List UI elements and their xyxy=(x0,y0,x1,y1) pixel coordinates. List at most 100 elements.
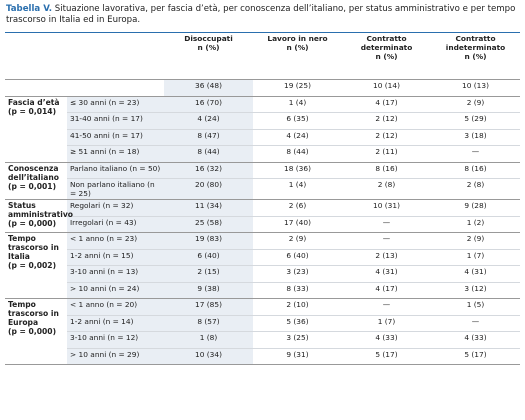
value-cell: 2 (9) xyxy=(253,232,342,249)
value-cell: 2 (12) xyxy=(342,112,431,129)
data-row: 31-40 anni (n = 17) 4 (24) 6 (35) 2 (12) 5 (… xyxy=(5,112,520,129)
group-label: Fascia d’età (p = 0,014) xyxy=(5,95,67,162)
value-cell: 5 (17) xyxy=(342,347,431,365)
value-cell: 8 (33) xyxy=(253,281,342,299)
row-label: ≥ 51 anni (n = 18) xyxy=(67,145,164,162)
value-cell: 2 (6) xyxy=(253,199,342,216)
value-cell: 8 (44) xyxy=(253,145,342,162)
data-row: > 10 anni (n = 29) 10 (34) 9 (31) 5 (17) 5 (… xyxy=(5,347,520,365)
group-name: Conoscenza dell’italiano xyxy=(8,163,59,182)
data-row: 41-50 anni (n = 17) 8 (47) 4 (24) 2 (12) 3 (… xyxy=(5,128,520,146)
value-cell: 4 (24) xyxy=(253,128,342,146)
value-cell: 2 (9) xyxy=(431,95,520,113)
value-cell: 10 (34) xyxy=(164,347,253,365)
value-cell: 2 (12) xyxy=(342,128,431,146)
row-label: 41-50 anni (n = 17) xyxy=(67,128,164,146)
total-cell: 10 (13) xyxy=(431,79,520,97)
value-cell: 11 (34) xyxy=(164,199,253,216)
value-cell: 25 (58) xyxy=(164,215,253,233)
data-row: 1-2 anni (n = 14) 8 (57) 5 (36) 1 (7) — xyxy=(5,314,520,332)
value-cell: 4 (17) xyxy=(342,95,431,113)
data-row: Conoscenza dell’italiano (p = 0,001) Parla… xyxy=(5,161,520,200)
value-cell: 3 (23) xyxy=(253,265,342,282)
value-cell: 5 (29) xyxy=(431,112,520,129)
value-cell: 4 (17) xyxy=(342,281,431,299)
value-cell: 20 (80) xyxy=(164,178,253,200)
row-label: 31-40 anni (n = 17) xyxy=(67,112,164,129)
table: Disoccupati n (%) Lavoro in nero n (%) Contr… xyxy=(5,32,520,365)
total-cell: 19 (25) xyxy=(253,79,342,97)
data-row: Status amministrativo (p = 0,000) Regolari… xyxy=(5,199,520,233)
value-cell: 1 (4) xyxy=(253,95,342,113)
column-name: Lavoro in nero xyxy=(267,34,328,43)
group-name: Fascia d’età xyxy=(8,97,60,107)
column-header: Contratto indeterminato n (%) xyxy=(431,32,520,80)
value-cell: 1 (4) xyxy=(253,178,342,200)
column-unit: n (%) xyxy=(286,43,309,52)
value-cell: 1 (2) xyxy=(431,215,520,233)
group-p: (p = 0,000) xyxy=(8,327,57,336)
column-unit: n (%) xyxy=(464,52,487,61)
data-row: Tempo trascorso in Italia (p = 0,002) < 1 … xyxy=(5,232,520,299)
table-title: Situazione lavorativa, per fascia d’età,… xyxy=(6,4,516,25)
data-row: 3-10 anni (n = 12) 1 (8) 3 (25) 4 (33) 4 (33… xyxy=(5,331,520,348)
value-cell: 2 (13) xyxy=(342,248,431,266)
row-label: Irregolari (n = 43) xyxy=(67,215,164,233)
group-label: Tempo trascorso in Italia (p = 0,002) xyxy=(5,232,67,299)
value-cell: 3 (25) xyxy=(253,331,342,348)
value-cell: 9 (28) xyxy=(431,199,520,216)
column-name: Contratto indeterminato xyxy=(445,34,506,52)
value-cell: 4 (33) xyxy=(342,331,431,348)
value-cell: 1 (7) xyxy=(431,248,520,266)
group-name: Tempo trascorso in Italia xyxy=(8,234,59,261)
value-cell: 8 (44) xyxy=(164,145,253,162)
value-cell: — xyxy=(342,215,431,233)
value-cell: 4 (31) xyxy=(342,265,431,282)
value-cell: 2 (15) xyxy=(164,265,253,282)
total-row: 36 (48) 19 (25) 10 (14) 10 (13) xyxy=(5,79,520,97)
column-name: Contratto determinato xyxy=(360,34,413,52)
data-row: Non parlano italiano (n = 25) 20 (80) 1 (4… xyxy=(5,178,520,200)
value-cell: 10 (31) xyxy=(342,199,431,216)
value-cell: 1 (5) xyxy=(431,298,520,315)
value-cell: — xyxy=(431,145,520,162)
value-cell: 2 (8) xyxy=(342,178,431,200)
value-cell: — xyxy=(342,298,431,315)
value-cell: 17 (85) xyxy=(164,298,253,315)
group-name: Status amministrativo xyxy=(8,201,73,219)
total-cell: 10 (14) xyxy=(342,79,431,97)
data-row: > 10 anni (n = 24) 9 (38) 8 (33) 4 (17) 3 (1… xyxy=(5,281,520,299)
row-label: 3-10 anni (n = 12) xyxy=(67,331,164,348)
value-cell: 5 (36) xyxy=(253,314,342,332)
data-row: 1-2 anni (n = 15) 6 (40) 6 (40) 2 (13) 1 (7) xyxy=(5,248,520,266)
column-unit: n (%) xyxy=(197,43,220,52)
value-cell: 4 (31) xyxy=(431,265,520,282)
column-header: Contratto determinato n (%) xyxy=(342,32,431,80)
value-cell: 1 (7) xyxy=(342,314,431,332)
row-label: 3-10 anni (n = 13) xyxy=(67,265,164,282)
row-label: 1-2 anni (n = 14) xyxy=(67,314,164,332)
header-cell xyxy=(5,32,164,80)
row-label: 1-2 anni (n = 15) xyxy=(67,248,164,266)
data-row: ≥ 51 anni (n = 18) 8 (44) 8 (44) 2 (11) — xyxy=(5,145,520,162)
value-cell: 6 (35) xyxy=(253,112,342,129)
value-cell: 5 (17) xyxy=(431,347,520,365)
group-label: Status amministrativo (p = 0,000) xyxy=(5,199,73,233)
row-label: ≤ 30 anni (n = 23) xyxy=(67,95,164,113)
value-cell: 8 (16) xyxy=(431,161,520,179)
column-header: Lavoro in nero n (%) xyxy=(253,32,342,80)
row-label: < 1 anno (n = 23) xyxy=(67,232,164,249)
column-unit: n (%) xyxy=(375,52,398,61)
caption: Tabella V. Situazione lavorativa, per fa… xyxy=(6,4,519,26)
header-row: Disoccupati n (%) Lavoro in nero n (%) Contr… xyxy=(5,32,520,80)
cell xyxy=(5,79,164,97)
column-header: Disoccupati n (%) xyxy=(164,32,253,80)
value-cell: — xyxy=(342,232,431,249)
group-name: Tempo trascorso in Europa xyxy=(8,300,59,327)
value-cell: 16 (70) xyxy=(164,95,253,113)
row-label: Non parlano italiano (n = 25) xyxy=(67,178,164,200)
group-label: Conoscenza dell’italiano (p = 0,001) xyxy=(5,161,67,200)
group-p: (p = 0,014) xyxy=(8,106,57,116)
data-row: Fascia d’età (p = 0,014) ≤ 30 anni (n = 23… xyxy=(5,95,520,162)
value-cell: 4 (33) xyxy=(431,331,520,348)
